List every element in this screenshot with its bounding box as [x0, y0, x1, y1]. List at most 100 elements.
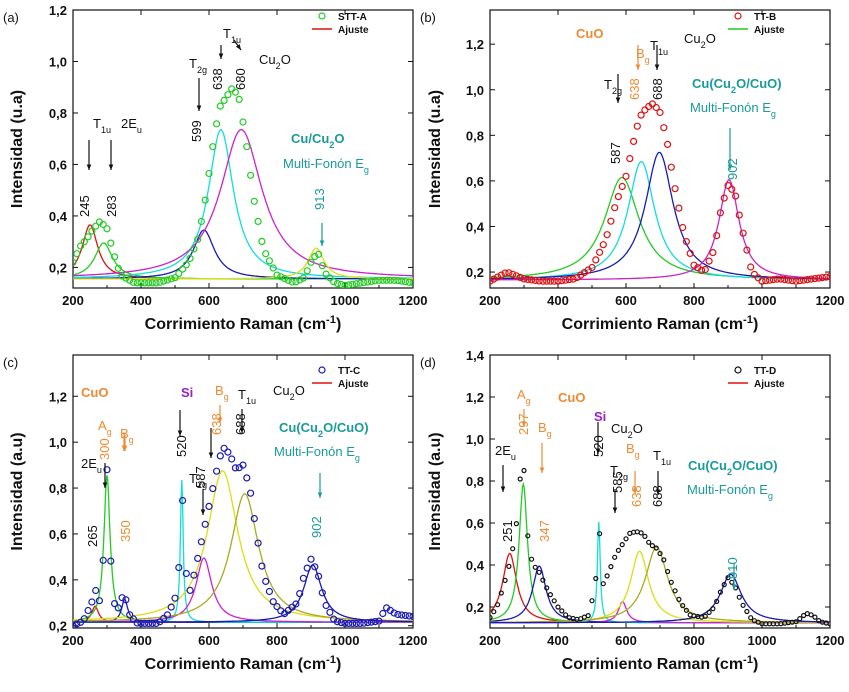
panel-c-arrow-head	[217, 417, 223, 423]
panel-a-data-point	[182, 261, 190, 269]
panel-a-annotation-label: 283	[104, 195, 119, 217]
panel-c-plot-area	[73, 444, 413, 628]
panel-a-data-point	[209, 143, 217, 151]
panel-d-annotation-label: T2g	[610, 463, 628, 482]
panel-a-annotation-label: 913	[312, 188, 327, 210]
panel-b-data-point	[626, 155, 634, 163]
panel-b-fit-638-curve	[490, 160, 830, 280]
panel-a-data-point	[190, 245, 198, 253]
panel-b-arrow-head	[654, 64, 660, 70]
panel-d-data-point	[536, 569, 542, 575]
panel-a-data-point	[220, 96, 228, 105]
panel-b-data-point	[505, 269, 513, 277]
panel-d-data-point	[608, 563, 614, 570]
panel-d-x-tick-label: 400	[547, 633, 569, 648]
panel-b-data-point	[565, 276, 573, 284]
panel-b-data-point	[588, 263, 596, 272]
panel-a-plot-area	[73, 85, 413, 288]
panel-b-data-point	[561, 276, 570, 284]
panel-c-data-point	[315, 572, 323, 580]
panel-b-y-tick-label: 0,8	[466, 128, 484, 143]
panel-b-arrow-head	[727, 164, 733, 170]
panel-b-data-point	[527, 276, 536, 284]
panel-a-data-point	[341, 281, 349, 288]
panel-c-data-point	[239, 461, 247, 469]
panel-d-fit-910-curve	[490, 573, 830, 624]
panel-d-data-point	[513, 520, 520, 527]
panel-b-annotation-label: 688	[650, 78, 665, 100]
panel-a-fit-913-curve	[73, 247, 413, 280]
panel-b-data-point	[494, 273, 502, 281]
panel-b-data-point	[728, 185, 736, 193]
panel-b-data-point	[592, 256, 600, 264]
panel-c-annotation-label: 587	[193, 466, 208, 488]
panel-a-data-point	[409, 279, 413, 287]
panel-d-data-point	[664, 568, 671, 575]
panel-a-legend-label: STT-A	[338, 12, 367, 23]
panel-b-data-point	[682, 238, 691, 246]
panel-c-data-point	[250, 514, 258, 523]
panel-d-data-point	[646, 539, 652, 545]
panel-b-legend-label: TT-B	[754, 12, 776, 23]
panel-d-data-point	[585, 612, 591, 619]
panel-b-arrow-head	[635, 64, 641, 70]
panel-d-annotation-label: 585	[610, 471, 625, 493]
panel-a-data-point	[122, 274, 130, 282]
panel-c-data-point	[179, 496, 187, 505]
panel-b-data-point	[720, 194, 728, 202]
panel-a-x-tick-label: 800	[266, 293, 288, 308]
panel-c-data-point	[337, 618, 345, 627]
panel-a-x-tick-label: 200	[62, 293, 84, 308]
panel-a-data-point	[148, 279, 156, 287]
panel-c-fit-587-curve	[73, 557, 413, 623]
panel-d-data-point	[596, 531, 603, 537]
panel-a-data-point	[394, 277, 402, 285]
panel-b-data-point	[599, 241, 607, 249]
panel-c-data-point	[73, 620, 81, 628]
panel-b-data-point	[558, 277, 566, 285]
panel-a-arrow-head	[86, 164, 92, 170]
panel-d-data-point	[528, 556, 535, 562]
panel-a-x-tick-label: 1000	[331, 293, 360, 308]
panel-a-data-point	[352, 280, 360, 288]
panel-c-data-point	[322, 601, 330, 610]
panel-c-arrow-head	[177, 430, 183, 436]
panel-c-data-point	[356, 619, 364, 628]
panel-c-y-tick-label: 0,4	[49, 573, 68, 588]
panel-a-data-point	[205, 169, 213, 178]
panel-a-data-point	[114, 264, 122, 272]
panel-c-data-point	[390, 609, 398, 617]
panel-a-data-point	[197, 217, 205, 226]
panel-d-data-point	[551, 598, 557, 604]
panel-a-data-point	[160, 277, 168, 285]
panel-c-annotation-label: Si	[181, 385, 193, 400]
panel-a-data-point	[179, 265, 187, 273]
panel-d-data-point	[710, 605, 716, 612]
panel-a-data-point	[356, 279, 364, 287]
panel-b-annotation-label: Bg	[636, 46, 650, 65]
panel-a-data-point	[88, 227, 96, 235]
panel-d-data-point	[600, 581, 606, 587]
panel-d-data-point	[521, 467, 527, 474]
panel-d-data-point	[559, 608, 565, 614]
panel-b-data-point	[675, 204, 683, 212]
panel-b-data-point	[671, 185, 679, 193]
panel-a-data-point	[156, 278, 164, 286]
panel-b-x-tick-label: 1200	[816, 293, 845, 308]
panel-b-data-point	[826, 273, 830, 281]
panel-c-data-point	[213, 467, 221, 475]
panel-b-data-point	[652, 103, 660, 112]
panel-c-data-point	[88, 598, 96, 606]
panel-b-data-point	[701, 265, 709, 274]
panel-d-y-tick-label: 0,6	[466, 516, 484, 531]
panel-d-x-tick-label: 200	[479, 633, 501, 648]
panel-a-annotation-label: Cu2O	[259, 52, 291, 71]
panel-d-y-tick-label: 0,8	[466, 474, 484, 489]
panel-a-y-tick-label: 1,2	[49, 3, 67, 18]
panel-d-data-point	[721, 581, 727, 588]
panel-d-x-tick-label: 600	[615, 633, 637, 648]
panel-d-data-point	[748, 615, 754, 621]
panel-a-y-tick-label: 0,6	[49, 157, 67, 172]
panel-c-x-tick-label: 200	[62, 633, 84, 648]
panel-a-data-point	[107, 239, 115, 247]
